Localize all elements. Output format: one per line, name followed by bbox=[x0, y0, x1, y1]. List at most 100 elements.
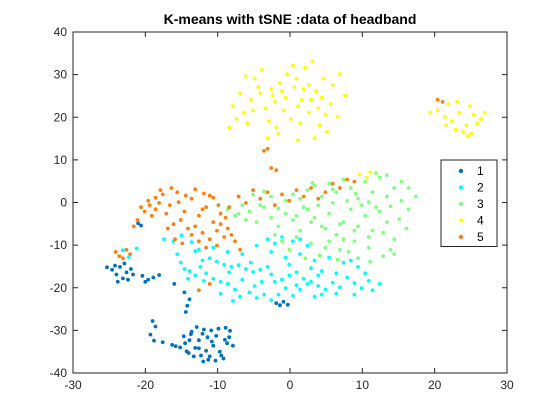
data-point bbox=[193, 273, 198, 278]
data-point bbox=[165, 226, 170, 231]
data-point bbox=[240, 252, 245, 256]
data-point bbox=[135, 218, 140, 222]
data-point bbox=[328, 102, 333, 106]
data-point bbox=[298, 252, 302, 256]
data-point bbox=[468, 104, 472, 109]
data-point bbox=[240, 203, 245, 208]
legend-label-3: 3 bbox=[477, 197, 484, 211]
data-point bbox=[197, 288, 201, 293]
data-point bbox=[280, 192, 284, 197]
data-point bbox=[189, 196, 194, 201]
data-point bbox=[252, 76, 257, 81]
data-point bbox=[330, 280, 335, 285]
legend-marker-5 bbox=[458, 234, 464, 240]
series-5 bbox=[113, 97, 445, 293]
y-tick-label: -40 bbox=[50, 366, 68, 380]
data-point bbox=[219, 353, 224, 358]
data-point bbox=[182, 290, 187, 295]
data-point bbox=[164, 211, 169, 216]
legend: 1 2 3 4 5 bbox=[440, 159, 498, 247]
data-point bbox=[211, 220, 216, 225]
data-point bbox=[223, 215, 228, 220]
data-point bbox=[323, 245, 328, 250]
data-point bbox=[363, 271, 368, 276]
data-point bbox=[222, 235, 227, 239]
data-point bbox=[388, 247, 393, 252]
data-point bbox=[236, 194, 241, 199]
data-point bbox=[153, 207, 158, 212]
data-point bbox=[377, 209, 382, 214]
data-point bbox=[283, 95, 288, 100]
data-point bbox=[397, 217, 402, 222]
data-point bbox=[236, 211, 241, 216]
data-point bbox=[150, 319, 155, 323]
data-point bbox=[131, 224, 136, 229]
data-point bbox=[272, 233, 277, 237]
data-point bbox=[126, 277, 130, 282]
data-point bbox=[341, 220, 346, 225]
data-point bbox=[182, 267, 187, 271]
data-point bbox=[231, 343, 235, 348]
data-point bbox=[276, 132, 281, 136]
data-point bbox=[327, 181, 331, 186]
data-point bbox=[385, 220, 389, 225]
data-point bbox=[319, 95, 324, 100]
data-point bbox=[234, 117, 239, 121]
data-point bbox=[176, 200, 181, 205]
data-point bbox=[309, 186, 313, 190]
data-point bbox=[209, 328, 214, 333]
series-3 bbox=[225, 171, 418, 264]
data-point bbox=[194, 325, 199, 329]
data-point bbox=[334, 190, 339, 195]
data-point bbox=[392, 186, 397, 190]
data-point bbox=[280, 277, 284, 282]
data-point bbox=[280, 89, 284, 94]
data-point bbox=[204, 205, 209, 210]
data-point bbox=[229, 265, 234, 269]
data-point bbox=[187, 338, 192, 343]
data-point bbox=[201, 359, 206, 364]
data-point bbox=[238, 91, 243, 96]
data-point bbox=[466, 134, 470, 138]
data-point bbox=[482, 110, 487, 115]
data-point bbox=[345, 275, 349, 280]
data-point bbox=[306, 110, 311, 115]
data-point bbox=[406, 186, 411, 190]
data-point bbox=[179, 233, 184, 238]
legend-label-1: 1 bbox=[477, 164, 484, 178]
data-point bbox=[278, 80, 282, 85]
legend-marker-4 bbox=[458, 218, 464, 223]
data-point bbox=[197, 346, 201, 351]
legend-marker-3 bbox=[458, 201, 464, 207]
data-point bbox=[238, 247, 243, 252]
data-point bbox=[238, 294, 243, 299]
data-point bbox=[134, 246, 139, 251]
data-point bbox=[216, 326, 221, 331]
data-point bbox=[272, 203, 277, 208]
data-point bbox=[291, 192, 295, 197]
data-point bbox=[305, 188, 310, 193]
data-point bbox=[229, 233, 234, 237]
data-point bbox=[269, 272, 274, 277]
data-point bbox=[374, 171, 378, 176]
data-point bbox=[254, 243, 259, 248]
data-point bbox=[202, 327, 206, 332]
data-point bbox=[274, 168, 279, 173]
data-point bbox=[221, 356, 226, 361]
data-point bbox=[309, 97, 313, 102]
data-point bbox=[352, 179, 357, 184]
data-point bbox=[352, 228, 357, 233]
y-tick-label: 20 bbox=[54, 110, 68, 124]
data-point bbox=[285, 72, 289, 77]
data-point bbox=[140, 273, 145, 278]
data-point bbox=[356, 196, 360, 201]
data-point bbox=[442, 114, 447, 119]
data-point bbox=[317, 123, 322, 128]
data-point bbox=[269, 250, 274, 254]
data-point bbox=[301, 87, 306, 91]
data-point bbox=[187, 269, 192, 273]
data-point bbox=[178, 218, 183, 222]
data-point bbox=[258, 203, 263, 208]
data-point bbox=[471, 112, 476, 117]
